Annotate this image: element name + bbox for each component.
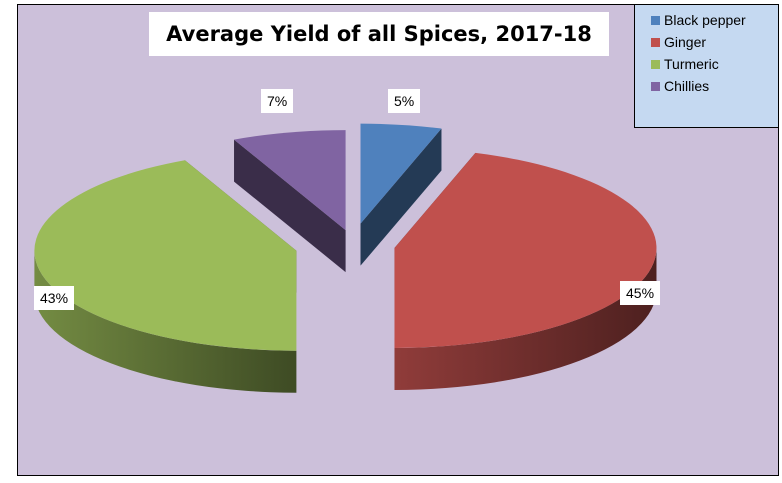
legend-swatch-chillies [651, 81, 660, 91]
slice-turmeric-side [34, 250, 297, 393]
data-label-turmeric: 43% [34, 286, 75, 310]
slice-ginger [394, 152, 657, 348]
slice-black-pepper [360, 123, 442, 224]
legend: Black pepper Ginger Turmeric Chillies [634, 4, 779, 128]
legend-label-chillies: Chillies [664, 78, 710, 94]
legend-swatch-black-pepper [651, 15, 660, 25]
slice-chillies-cut-face-0 [234, 139, 346, 273]
legend-label-turmeric: Turmeric [664, 56, 719, 72]
slice-turmeric [34, 160, 297, 351]
data-label-black-pepper: 5% [388, 89, 421, 113]
legend-swatch-turmeric [651, 59, 660, 69]
data-label-ginger: 45% [620, 281, 661, 305]
chart-title: Average Yield of all Spices, 2017-18 [149, 12, 609, 56]
slice-black-pepper-group [360, 123, 442, 266]
slice-chillies-group [234, 130, 346, 273]
slice-turmeric-group [34, 160, 297, 393]
legend-entry-chillies: Chillies [651, 75, 778, 97]
legend-label-black-pepper: Black pepper [664, 12, 746, 28]
slice-ginger-side [394, 247, 657, 390]
legend-label-ginger: Ginger [664, 34, 707, 50]
legend-entry-black-pepper: Black pepper [651, 9, 778, 31]
slice-ginger-group [394, 152, 657, 390]
slice-chillies [234, 130, 346, 231]
legend-entry-ginger: Ginger [651, 31, 778, 53]
legend-entry-turmeric: Turmeric [651, 53, 778, 75]
slice-black-pepper-cut-face-1 [360, 128, 442, 266]
data-label-chillies: 7% [261, 89, 294, 113]
legend-swatch-ginger [651, 37, 660, 47]
